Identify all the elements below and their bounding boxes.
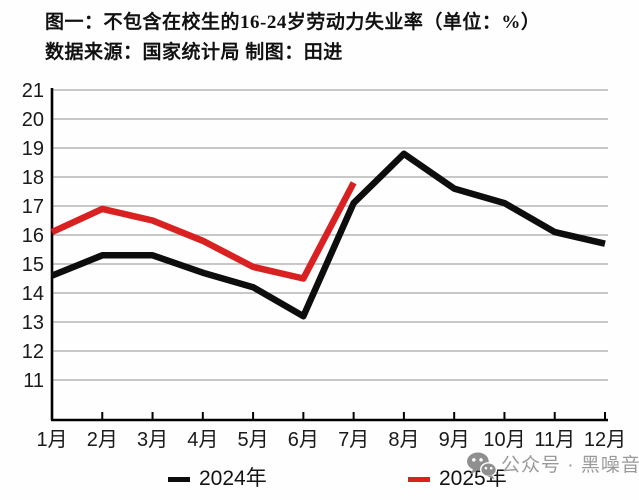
wechat-icon [467,452,497,480]
legend-swatch-2025 [408,476,430,482]
legend-item-2024: 2024年 [168,466,267,492]
x-tick-label-6: 6月 [288,429,319,451]
y-tick-label-17: 17 [22,196,44,218]
x-tick-label-4: 4月 [187,429,218,451]
y-tick-label-14: 14 [22,283,44,305]
watermark: 公众号 · 黑噪音 [466,451,639,481]
x-tick-label-8: 8月 [388,429,419,451]
x-tick-label-2: 2月 [87,429,118,451]
y-tick-label-16: 16 [22,225,44,247]
y-tick-label-13: 13 [22,312,44,334]
y-tick-label-19: 19 [22,138,44,160]
x-tick-label-12: 12月 [584,429,626,451]
y-tick-label-12: 12 [22,341,44,363]
watermark-text: 公众号 · 黑噪音 [501,455,639,476]
y-tick-label-11: 11 [23,370,44,392]
x-tick-label-11: 11月 [534,429,575,451]
x-tick-label-1: 1月 [36,429,67,451]
figure-title: 图一：不包含在校生的16-24岁劳动力失业率（单位：%） [45,12,541,33]
x-tick-label-7: 7月 [338,429,369,451]
series-line-2025年 [50,181,357,282]
legend-swatch-2024 [168,476,190,482]
x-tick-label-3: 3月 [137,429,168,451]
y-tick-label-15: 15 [22,254,44,276]
y-tick-label-20: 20 [22,109,44,131]
legend-label-2024: 2024年 [199,467,267,490]
x-tick-label-10: 10月 [483,429,525,451]
series-line-2024年 [50,150,606,320]
figure-source-credit: 数据来源：国家统计局 制图：田进 [45,42,343,63]
y-tick-label-18: 18 [22,167,44,189]
x-tick-label-5: 5月 [238,429,269,451]
y-tick-label-21: 21 [22,80,44,102]
x-tick-label-9: 9月 [439,429,470,451]
